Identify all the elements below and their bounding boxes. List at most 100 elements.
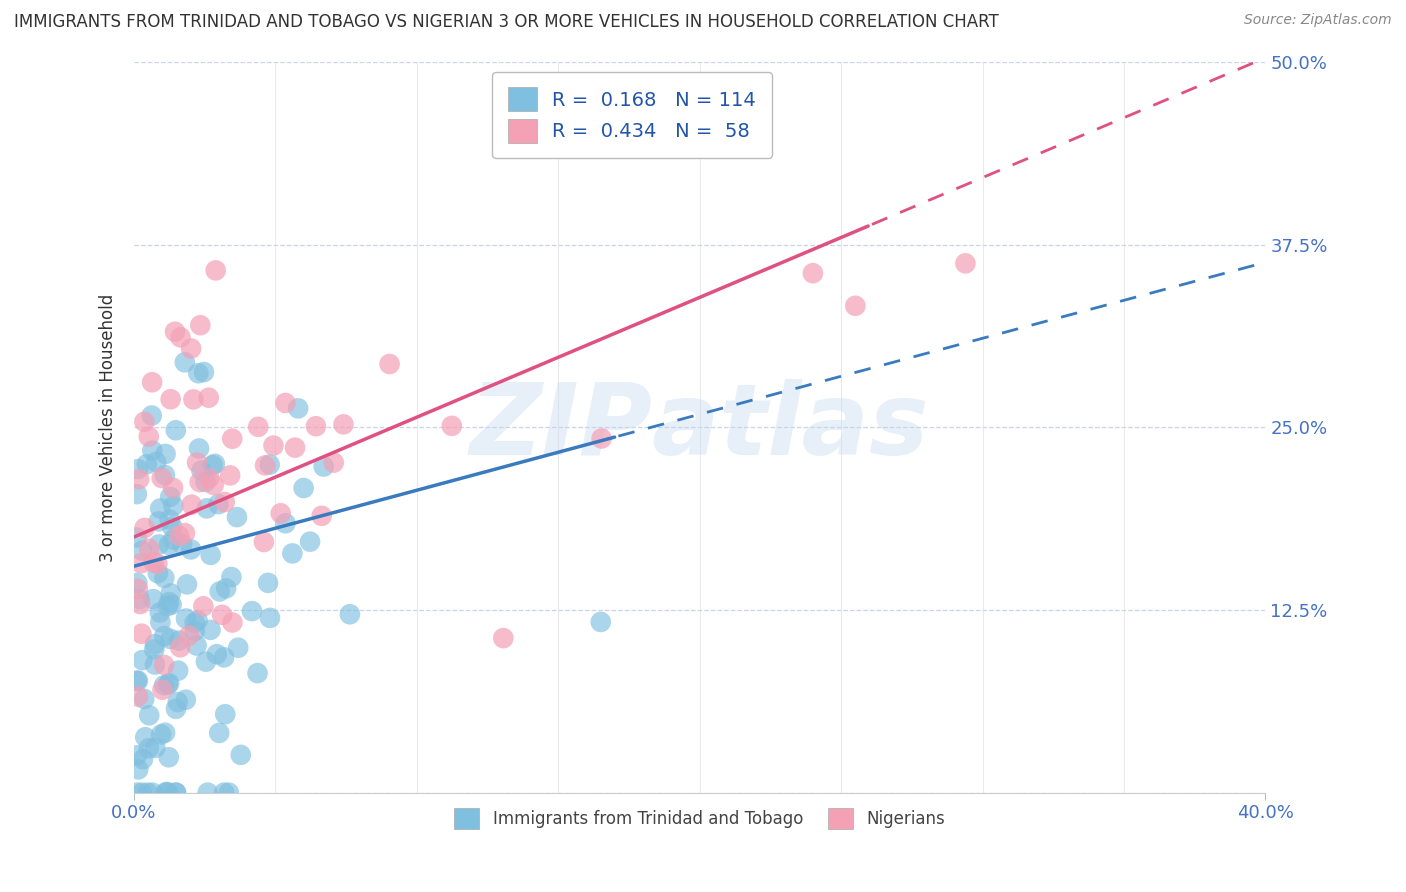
Point <box>211 607 233 622</box>
Point <box>169 640 191 655</box>
Point <box>292 481 315 495</box>
Point <box>801 266 824 280</box>
Point <box>197 786 219 800</box>
Point <box>131 626 153 640</box>
Point <box>254 458 277 473</box>
Point <box>141 409 163 423</box>
Point <box>187 366 209 380</box>
Point <box>153 468 176 483</box>
Point <box>128 592 150 607</box>
Point <box>166 695 188 709</box>
Text: ZIP​atlas: ZIP​atlas <box>470 379 929 476</box>
Point <box>142 592 165 607</box>
Point <box>221 432 243 446</box>
Point <box>163 325 186 339</box>
Point <box>145 455 167 469</box>
Point <box>167 664 190 678</box>
Point <box>200 623 222 637</box>
Point <box>127 576 149 591</box>
Point <box>127 673 149 688</box>
Point <box>240 604 263 618</box>
Point <box>165 702 187 716</box>
Point <box>257 575 280 590</box>
Point <box>159 632 181 646</box>
Point <box>332 417 354 432</box>
Point <box>955 256 977 270</box>
Point <box>190 318 212 333</box>
Text: Source: ZipAtlas.com: Source: ZipAtlas.com <box>1244 13 1392 28</box>
Point <box>165 786 187 800</box>
Point <box>194 655 217 669</box>
Point <box>162 499 184 513</box>
Point <box>215 582 238 596</box>
Point <box>160 598 183 612</box>
Point <box>274 516 297 531</box>
Point <box>247 420 270 434</box>
Point <box>204 457 226 471</box>
Point <box>378 357 401 371</box>
Point <box>142 555 165 569</box>
Point <box>127 786 149 800</box>
Point <box>177 629 200 643</box>
Legend: Immigrants from Trinidad and Tobago, Nigerians: Immigrants from Trinidad and Tobago, Nig… <box>447 802 952 836</box>
Point <box>125 531 148 545</box>
Point <box>138 541 160 556</box>
Point <box>180 498 202 512</box>
Point <box>128 472 150 486</box>
Point <box>221 570 243 584</box>
Point <box>274 396 297 410</box>
Point <box>146 566 169 581</box>
Y-axis label: 3 or more Vehicles in Household: 3 or more Vehicles in Household <box>100 293 117 562</box>
Point <box>229 747 252 762</box>
Point <box>127 763 149 777</box>
Point <box>152 682 174 697</box>
Point <box>214 707 236 722</box>
Point <box>174 611 197 625</box>
Point <box>188 442 211 456</box>
Point <box>141 786 163 800</box>
Point <box>134 415 156 429</box>
Point <box>193 599 215 614</box>
Point <box>259 458 281 472</box>
Point <box>165 786 187 800</box>
Point <box>214 495 236 509</box>
Point <box>153 657 176 672</box>
Point <box>165 423 187 437</box>
Point <box>284 441 307 455</box>
Point <box>131 653 153 667</box>
Point <box>138 429 160 443</box>
Point <box>167 633 190 648</box>
Point <box>156 599 179 613</box>
Point <box>173 355 195 369</box>
Point <box>339 607 361 622</box>
Point <box>305 419 328 434</box>
Point <box>150 727 173 741</box>
Point <box>246 666 269 681</box>
Point <box>204 263 226 277</box>
Point <box>127 462 149 476</box>
Point <box>176 577 198 591</box>
Point <box>322 456 344 470</box>
Point <box>212 786 235 800</box>
Point <box>299 534 322 549</box>
Point <box>127 582 149 596</box>
Point <box>157 676 180 690</box>
Point <box>312 459 335 474</box>
Point <box>200 548 222 562</box>
Point <box>169 330 191 344</box>
Point <box>193 365 215 379</box>
Point <box>134 521 156 535</box>
Point <box>150 471 173 485</box>
Point <box>197 391 219 405</box>
Point <box>219 468 242 483</box>
Point <box>143 637 166 651</box>
Point <box>134 692 156 706</box>
Point <box>167 529 190 543</box>
Point <box>591 432 613 446</box>
Point <box>129 556 152 570</box>
Point <box>153 629 176 643</box>
Point <box>212 650 235 665</box>
Point <box>143 657 166 672</box>
Point <box>311 508 333 523</box>
Point <box>287 401 309 416</box>
